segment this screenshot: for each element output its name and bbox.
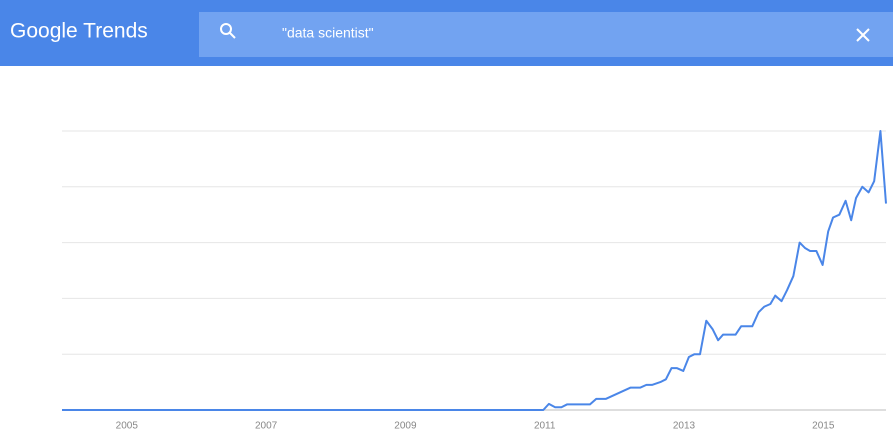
search-box[interactable]	[199, 12, 893, 57]
x-tick-label: 2007	[255, 421, 278, 432]
search-query[interactable]: "data scientist"	[282, 25, 374, 41]
x-tick-label: 2005	[116, 421, 139, 432]
x-tick-label: 2013	[673, 421, 696, 432]
logo: Google Trends	[10, 20, 148, 43]
x-tick-label: 2011	[534, 421, 556, 432]
search-icon[interactable]	[220, 23, 236, 39]
trend-line	[62, 130, 887, 411]
x-tick-label: 2015	[812, 421, 835, 432]
clear-icon[interactable]	[856, 28, 870, 42]
x-tick-label: 2009	[394, 421, 417, 432]
